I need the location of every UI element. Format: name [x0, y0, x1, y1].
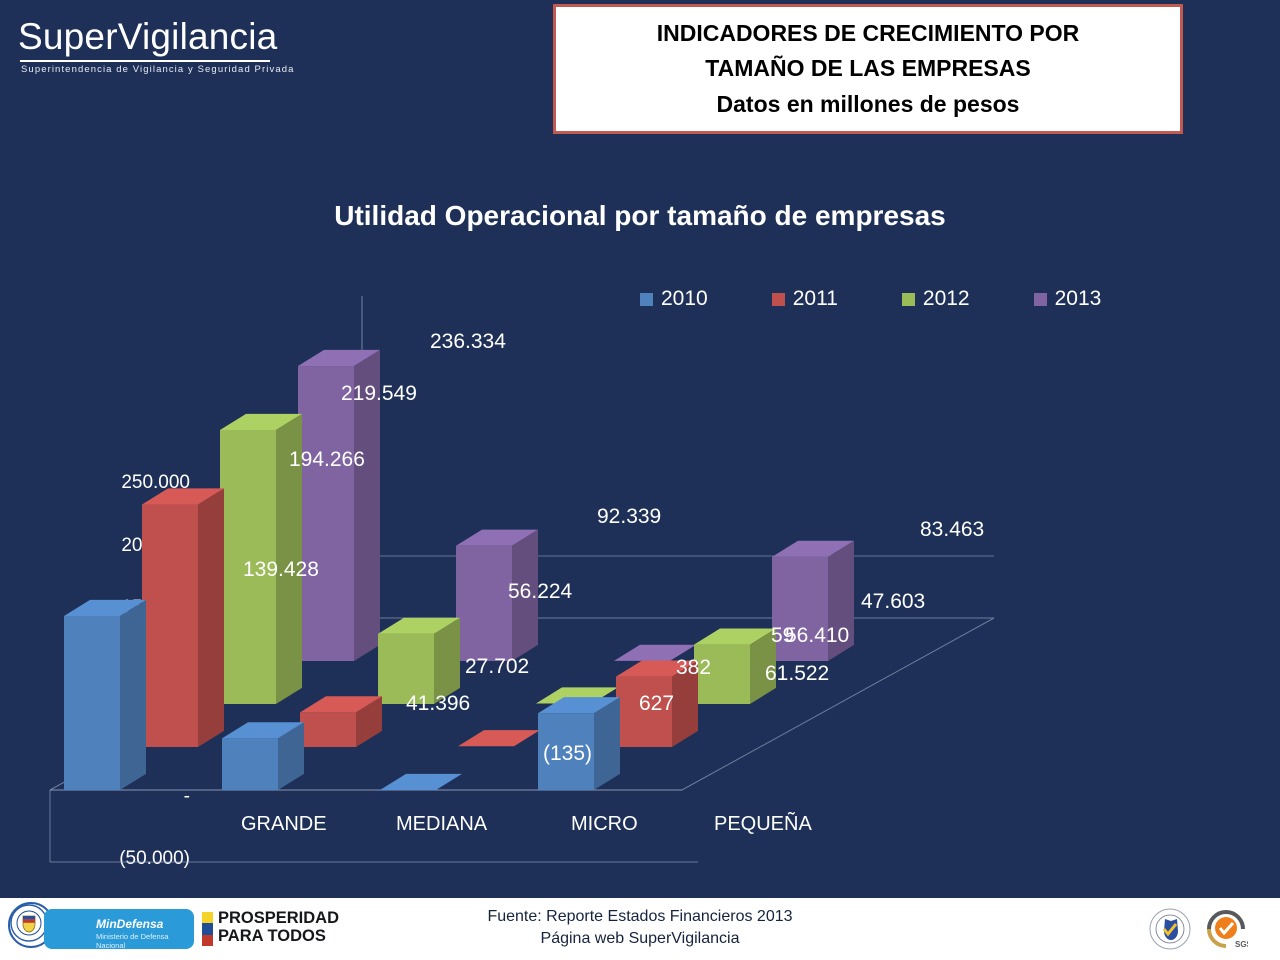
footer-source-line1: Fuente: Reporte Estados Financieros 2013 — [487, 908, 793, 925]
category-label-pequena: PEQUEÑA — [714, 813, 812, 835]
legend-label-2013: 2013 — [1054, 287, 1102, 310]
value-label-2011-grande: 194.266 — [289, 448, 365, 471]
prosperidad-line2: PARA TODOS — [218, 926, 326, 945]
brand-name-part1: Super — [18, 16, 118, 57]
mindefensa-subtitle: Ministerio de Defensa Nacional — [96, 932, 169, 950]
category-label-micro: MICRO — [571, 813, 638, 835]
value-label-2013-micro: 59 — [771, 624, 795, 647]
prosperidad-line1: PROSPERIDAD — [218, 909, 340, 927]
footer-bar: MinDefensa Ministerio de Defensa Naciona… — [0, 898, 1280, 960]
legend-swatch-2011 — [771, 292, 785, 306]
legend-label-2010: 2010 — [661, 287, 708, 310]
value-label-2010-micro: (135) — [543, 742, 593, 765]
value-label-2011-mediana: 27.702 — [465, 655, 530, 678]
legend-item-2010[interactable]: 2010 — [640, 287, 708, 311]
legend-item-2013[interactable]: 2013 — [1033, 287, 1102, 311]
legend-label-2012: 2012 — [922, 287, 970, 310]
value-label-2011-micro: 627 — [639, 692, 675, 715]
sgs-label: SGS — [1235, 940, 1248, 949]
slide-title-box: INDICADORES DE CRECIMIENTO POR TAMAÑO DE… — [553, 4, 1183, 134]
value-label-2010-pequena: 61.522 — [765, 662, 830, 685]
y-tick-neg50000: (50.000) — [119, 848, 190, 869]
legend-swatch-2010 — [640, 292, 653, 306]
category-label-mediana: MEDIANA — [396, 813, 488, 835]
mindefensa-title: MinDefensa — [96, 917, 164, 931]
chart-3d-column: Utilidad Operacional por tamaño de empre… — [0, 150, 1280, 890]
value-label-2010-mediana: 41.396 — [406, 692, 471, 715]
chart-legend: 2010 2011 2012 2013 — [640, 286, 1160, 312]
footer-source: Fuente: Reporte Estados Financieros 2013… — [400, 906, 880, 949]
chart-plot-area — [49, 296, 995, 863]
brand-logo: SuperVigilancia Superintendencia de Vigi… — [18, 16, 518, 75]
value-label-2010-grande: 139.428 — [243, 558, 319, 581]
value-label-2013-mediana: 92.339 — [597, 505, 662, 528]
value-label-2012-mediana: 56.224 — [508, 580, 573, 603]
legend-item-2012[interactable]: 2012 — [901, 287, 970, 311]
chart-title: Utilidad Operacional por tamaño de empre… — [334, 200, 946, 231]
legend-swatch-2012 — [901, 292, 915, 306]
value-label-2012-grande: 219.549 — [341, 382, 417, 405]
value-label-2011-pequena: 56.410 — [785, 624, 850, 647]
brand-name-part2: Vigilancia — [117, 16, 278, 57]
prosperidad-text: PROSPERIDAD PARA TODOS — [218, 909, 340, 945]
slide-title-line1: INDICADORES DE CRECIMIENTO POR — [656, 19, 1080, 46]
value-label-2012-micro: 382 — [676, 656, 712, 679]
colombia-flag-icon — [202, 912, 213, 946]
icontec-seal-icon — [1148, 907, 1192, 951]
footer-source-line2: Página web SuperVigilancia — [540, 929, 740, 947]
sgs-seal-icon: SGS — [1204, 907, 1253, 951]
y-tick-0: - — [183, 786, 190, 807]
legend-item-2011[interactable]: 2011 — [771, 287, 838, 311]
value-label-2012-pequena: 47.603 — [861, 590, 926, 613]
category-label-grande: GRANDE — [241, 813, 327, 835]
escudo-shield-icon — [10, 904, 48, 942]
mindefensa-logo: MinDefensa Ministerio de Defensa Naciona… — [44, 909, 194, 950]
legend-label-2011: 2011 — [792, 287, 838, 310]
slide-title-line3: Datos en millones de pesos — [716, 90, 1020, 117]
brand-subtitle: Superintendencia de Vigilancia y Segurid… — [21, 63, 295, 75]
y-tick-250000: 250.000 — [121, 472, 190, 493]
slide-title-line2: TAMAÑO DE LAS EMPRESAS — [705, 55, 1031, 82]
brand-name: SuperVigilancia — [18, 16, 518, 57]
legend-swatch-2013 — [1033, 292, 1047, 306]
brand-divider — [20, 59, 270, 62]
value-label-2013-pequena: 83.463 — [920, 518, 985, 541]
value-label-2013-grande: 236.334 — [430, 330, 506, 353]
